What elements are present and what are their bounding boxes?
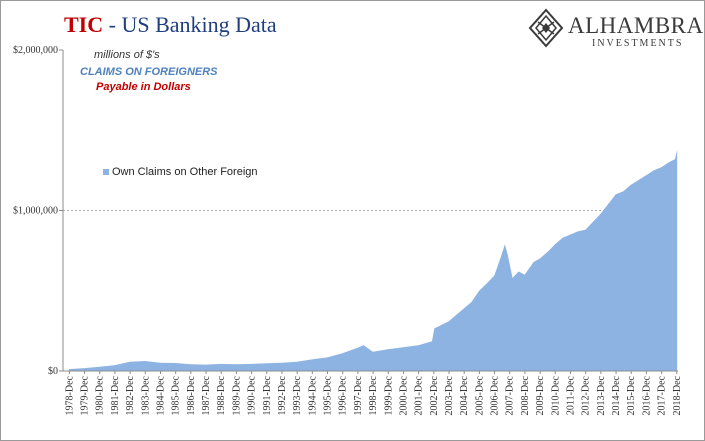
x-tick-label: 1979-Dec <box>80 375 91 415</box>
x-tick-label: 2000-Dec <box>399 375 410 415</box>
x-tick-label: 1991-Dec <box>262 375 273 415</box>
x-tick-label: 2017-Dec <box>657 375 668 415</box>
x-tick-label: 1998-Dec <box>368 375 379 415</box>
units-note: millions of $'s <box>94 49 160 61</box>
x-tick-label: 2001-Dec <box>414 375 425 415</box>
x-tick-label: 2015-Dec <box>626 375 637 415</box>
x-tick-label: 1978-Dec <box>64 375 75 415</box>
x-tick-label: 1988-Dec <box>216 375 227 415</box>
title-rest: US Banking Data <box>121 12 277 37</box>
area-series <box>69 149 678 371</box>
x-tick-label: 1995-Dec <box>323 375 334 415</box>
x-tick-label: 1981-Dec <box>110 375 121 415</box>
x-tick-label: 2008-Dec <box>520 375 531 415</box>
x-tick-label: 1994-Dec <box>307 375 318 415</box>
x-tick-label: 1992-Dec <box>277 375 288 415</box>
y-tick-label: $0 <box>48 366 58 377</box>
legend-swatch <box>103 169 109 175</box>
x-tick-label: 2010-Dec <box>550 375 561 415</box>
chart-title: TIC - US Banking Data <box>64 12 277 38</box>
x-tick-label: 2003-Dec <box>444 375 455 415</box>
x-tick-label: 1984-Dec <box>156 375 167 415</box>
x-tick-label: 1986-Dec <box>186 375 197 415</box>
x-tick-label: 2016-Dec <box>641 375 652 415</box>
x-tick-label: 2006-Dec <box>490 375 501 415</box>
x-tick-label: 2018-Dec <box>672 375 683 415</box>
x-tick-label: 1993-Dec <box>292 375 303 415</box>
legend: Own Claims on Other Foreign <box>103 166 258 178</box>
x-tick-label: 2011-Dec <box>566 375 577 415</box>
x-tick-label: 2005-Dec <box>474 375 485 415</box>
legend-label: Own Claims on Other Foreign <box>112 166 258 178</box>
x-tick-label: 2013-Dec <box>596 375 607 415</box>
y-tick-label: $2,000,000 <box>13 45 58 56</box>
x-tick-label: 2012-Dec <box>581 375 592 415</box>
logo-subtitle: INVESTMENTS <box>592 38 684 49</box>
x-tick-label: 1983-Dec <box>140 375 151 415</box>
x-tick-label: 2009-Dec <box>535 375 546 415</box>
x-tick-label: 2007-Dec <box>505 375 516 415</box>
logo-name: ALHAMBRA <box>568 13 704 38</box>
x-tick-label: 1987-Dec <box>201 375 212 415</box>
x-tick-label: 1990-Dec <box>247 375 258 415</box>
x-tick-label: 2002-Dec <box>429 375 440 415</box>
x-tick-label: 1989-Dec <box>231 375 242 415</box>
x-tick-label: 1985-Dec <box>171 375 182 415</box>
title-tic: TIC <box>64 12 104 37</box>
series-group-note: CLAIMS ON FOREIGNERS <box>80 66 218 78</box>
alhambra-logo: ALHAMBRA INVESTMENTS <box>528 8 703 50</box>
x-tick-label: 2014-Dec <box>611 375 622 415</box>
x-tick-label: 1996-Dec <box>338 375 349 415</box>
diamond-logo-icon <box>528 8 564 48</box>
x-tick-label: 2004-Dec <box>459 375 470 415</box>
x-tick-label: 1997-Dec <box>353 375 364 415</box>
title-separator: - <box>103 12 122 37</box>
x-tick-label: 1999-Dec <box>383 375 394 415</box>
y-tick-label: $1,000,000 <box>13 206 58 217</box>
x-tick-label: 1982-Dec <box>125 375 136 415</box>
currency-note: Payable in Dollars <box>96 81 191 93</box>
x-tick-label: 1980-Dec <box>95 375 106 415</box>
